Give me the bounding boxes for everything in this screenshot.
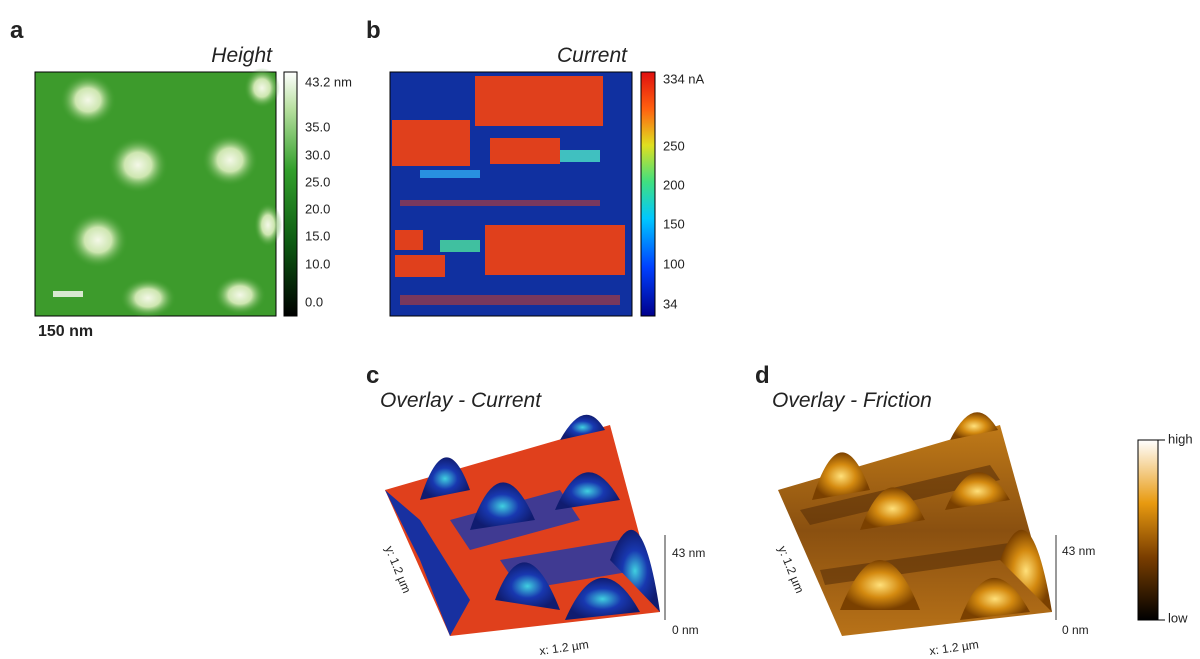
panel-title: Overlay - Current: [380, 389, 542, 412]
colorbar-tick-label: 25.0: [305, 174, 330, 189]
y-axis-label: y: 1.2 µm: [382, 544, 414, 595]
z-top-label: 43 nm: [672, 546, 705, 560]
panel-label: a: [10, 17, 24, 44]
x-axis-label: x: 1.2 µm: [928, 637, 979, 658]
colorbar-tick-label: high: [1168, 431, 1193, 446]
panel-label: c: [366, 362, 379, 389]
height-image: [35, 68, 282, 318]
colorbar-tick-label: 34: [663, 296, 677, 311]
panel-label: d: [755, 362, 770, 389]
panel-label: b: [366, 17, 381, 44]
colorbar: [1138, 440, 1158, 620]
colorbar-tick-label: 100: [663, 256, 685, 271]
colorbar-tick-label: 200: [663, 177, 685, 192]
surface-current: [385, 415, 660, 636]
colorbar-tick-label: 334 nA: [663, 71, 705, 86]
panel-title: Overlay - Friction: [772, 389, 932, 412]
colorbar-tick-label: low: [1168, 610, 1188, 625]
colorbar-ticks: 43.2 nm 35.0 30.0 25.0 20.0 15.0 10.0 0.…: [305, 74, 352, 309]
scale-bar-label: 150 nm: [38, 323, 93, 340]
current-image: [390, 72, 632, 316]
figure: a Height 43.2 nm 35.0 30.0 25.0 20.0 15.…: [0, 0, 1200, 659]
y-axis-label: y: 1.2 µm: [775, 544, 807, 595]
colorbar-tick-label: 150: [663, 216, 685, 231]
x-axis-label: x: 1.2 µm: [538, 637, 589, 658]
colorbar-tick-label: 35.0: [305, 119, 330, 134]
panel-title: Height: [211, 44, 273, 67]
colorbar-ticks: 334 nA 250 200 150 100 34: [663, 71, 705, 311]
colorbar-tick-label: 250: [663, 138, 685, 153]
colorbar-tick-label: 20.0: [305, 201, 330, 216]
colorbar: [284, 72, 297, 316]
colorbar-tick-label: 15.0: [305, 228, 330, 243]
colorbar-tick-label: 43.2 nm: [305, 74, 352, 89]
colorbar-tick-label: 30.0: [305, 147, 330, 162]
z-bottom-label: 0 nm: [1062, 623, 1089, 637]
z-bottom-label: 0 nm: [672, 623, 699, 637]
panel-title: Current: [557, 44, 628, 67]
z-top-label: 43 nm: [1062, 544, 1095, 558]
colorbar-tick-label: 0.0: [305, 294, 323, 309]
colorbar-tick-label: 10.0: [305, 256, 330, 271]
colorbar: [641, 72, 655, 316]
surface-friction: [778, 412, 1052, 636]
